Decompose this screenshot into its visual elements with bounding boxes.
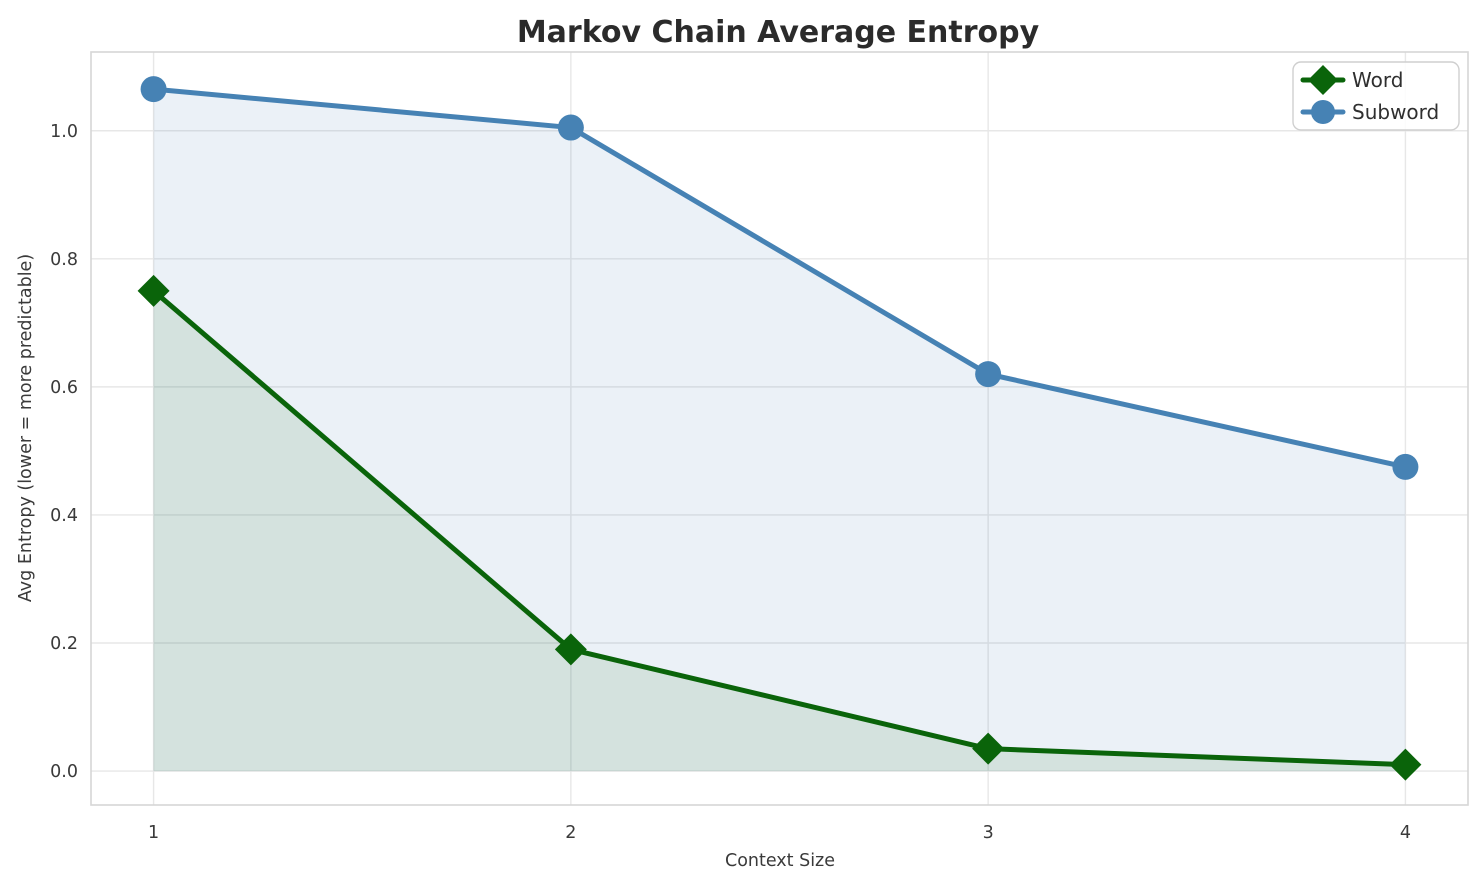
- x-tick-label: 4: [1400, 823, 1411, 843]
- legend-diamond-icon: [1308, 65, 1338, 95]
- word-series-line: [151, 288, 1408, 768]
- x-axis-label: Context Size: [725, 851, 835, 871]
- plot-border: [90, 51, 1469, 806]
- subword-series-fill: [153, 89, 1406, 772]
- subword-data-point-4: [1392, 453, 1419, 480]
- word-data-point-4: [1389, 748, 1422, 781]
- x-tick-label: 2: [565, 823, 576, 843]
- y-tick-label: 1.0: [50, 122, 78, 142]
- y-tick-label: 0.6: [50, 378, 78, 398]
- word-data-point-1: [137, 274, 170, 307]
- subword-data-point-3: [975, 361, 1002, 388]
- y-axis-label: Avg Entropy (lower = more predictable): [16, 254, 36, 602]
- legend-circle-icon: [1311, 100, 1335, 124]
- gridlines: [91, 52, 1468, 805]
- series-lines: [151, 86, 1408, 768]
- y-tick-label: 0.0: [50, 762, 78, 782]
- legend-item-word: Word: [1300, 65, 1403, 95]
- series-markers: [137, 76, 1422, 781]
- subword-series-line: [151, 86, 1408, 470]
- subword-data-point-1: [140, 76, 167, 103]
- chart-title: Markov Chain Average Entropy: [517, 15, 1040, 50]
- y-tick-label: 0.4: [50, 506, 78, 526]
- subword-data-point-2: [557, 114, 584, 141]
- legend-item-subword: Subword: [1300, 100, 1439, 124]
- x-tick-labels: 1 2 3 4: [148, 823, 1411, 843]
- legend-label-word: Word: [1352, 68, 1403, 92]
- x-tick-label: 1: [148, 823, 159, 843]
- word-data-point-2: [554, 633, 587, 666]
- y-tick-label: 0.8: [50, 250, 78, 270]
- word-data-point-3: [972, 732, 1005, 765]
- y-tick-label: 0.2: [50, 634, 78, 654]
- legend-label-subword: Subword: [1352, 100, 1439, 124]
- series-fills: [153, 89, 1406, 772]
- y-tick-labels: 0.0 0.2 0.4 0.6 0.8 1.0: [50, 122, 78, 782]
- legend: Word Subword: [1292, 61, 1460, 131]
- word-series-fill: [153, 290, 1406, 772]
- x-tick-label: 3: [983, 823, 994, 843]
